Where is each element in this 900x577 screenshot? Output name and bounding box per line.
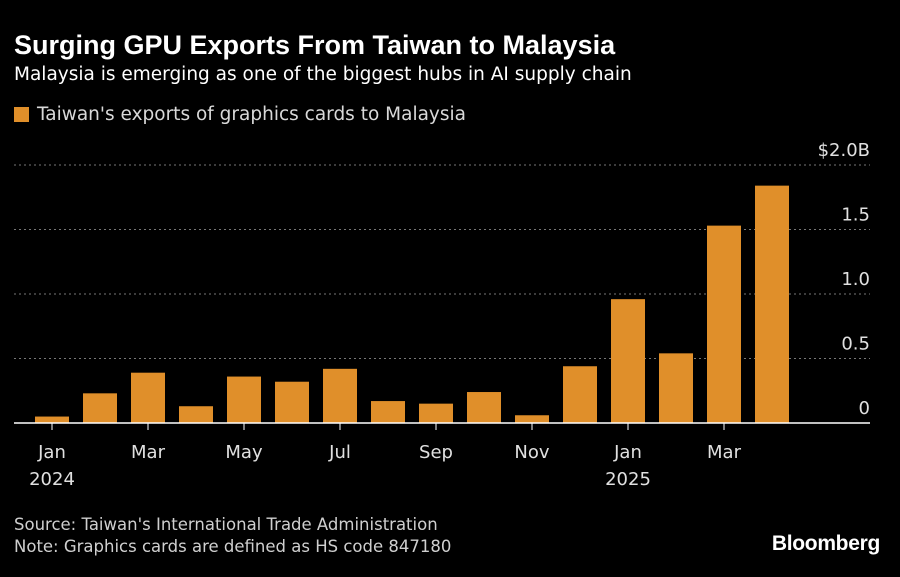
chart-subtitle: Malaysia is emerging as one of the bigge… <box>14 64 632 85</box>
legend-label: Taiwan's exports of graphics cards to Ma… <box>37 104 466 125</box>
bar <box>707 225 741 423</box>
bar <box>467 392 501 423</box>
bar <box>35 416 69 423</box>
x-tick-label: Mar <box>707 442 742 463</box>
y-tick-label: 1.5 <box>841 205 870 226</box>
bar <box>371 401 405 423</box>
bar <box>563 366 597 423</box>
x-tick-label: Mar <box>131 442 166 463</box>
bar <box>419 403 453 423</box>
bloomberg-logo: Bloomberg <box>771 532 880 555</box>
bar <box>83 393 117 423</box>
x-tick-label: Jul <box>328 442 351 463</box>
footer: Source: Taiwan's International Trade Adm… <box>14 514 451 558</box>
bar <box>659 353 693 423</box>
axis-layer: 0 0.5 1.0 1.5 $2.0B Jan 2024 Mar May Jul Sep Nov Jan… <box>14 140 870 490</box>
y-tick-label: 0 <box>859 398 870 419</box>
legend: Taiwan's exports of graphics cards to Ma… <box>14 104 466 125</box>
bar <box>515 415 549 423</box>
bar <box>275 381 309 423</box>
chart-title: Surging GPU Exports From Taiwan to Malay… <box>14 30 616 60</box>
definition-note: Note: Graphics cards are defined as HS c… <box>14 537 452 556</box>
x-tick-year-label: 2025 <box>605 469 651 490</box>
bar <box>611 299 645 423</box>
bar-layer <box>35 185 789 423</box>
x-tick-label: Nov <box>514 442 549 463</box>
y-tick-label: 1.0 <box>841 269 870 290</box>
bar <box>131 372 165 423</box>
x-tick-label: May <box>225 442 263 463</box>
y-tick-label: $2.0B <box>818 140 870 161</box>
bar <box>179 406 213 423</box>
bar <box>755 185 789 423</box>
x-tick-label: Sep <box>419 442 453 463</box>
x-tick-year-label: 2024 <box>29 469 75 490</box>
legend-swatch <box>14 107 29 122</box>
grid-layer <box>14 164 870 359</box>
y-tick-label: 0.5 <box>841 334 870 355</box>
source-note: Source: Taiwan's International Trade Adm… <box>14 515 438 534</box>
x-tick-label: Jan <box>613 442 642 463</box>
bar <box>227 376 261 423</box>
x-tick-label: Jan <box>37 442 66 463</box>
bar <box>323 368 357 423</box>
